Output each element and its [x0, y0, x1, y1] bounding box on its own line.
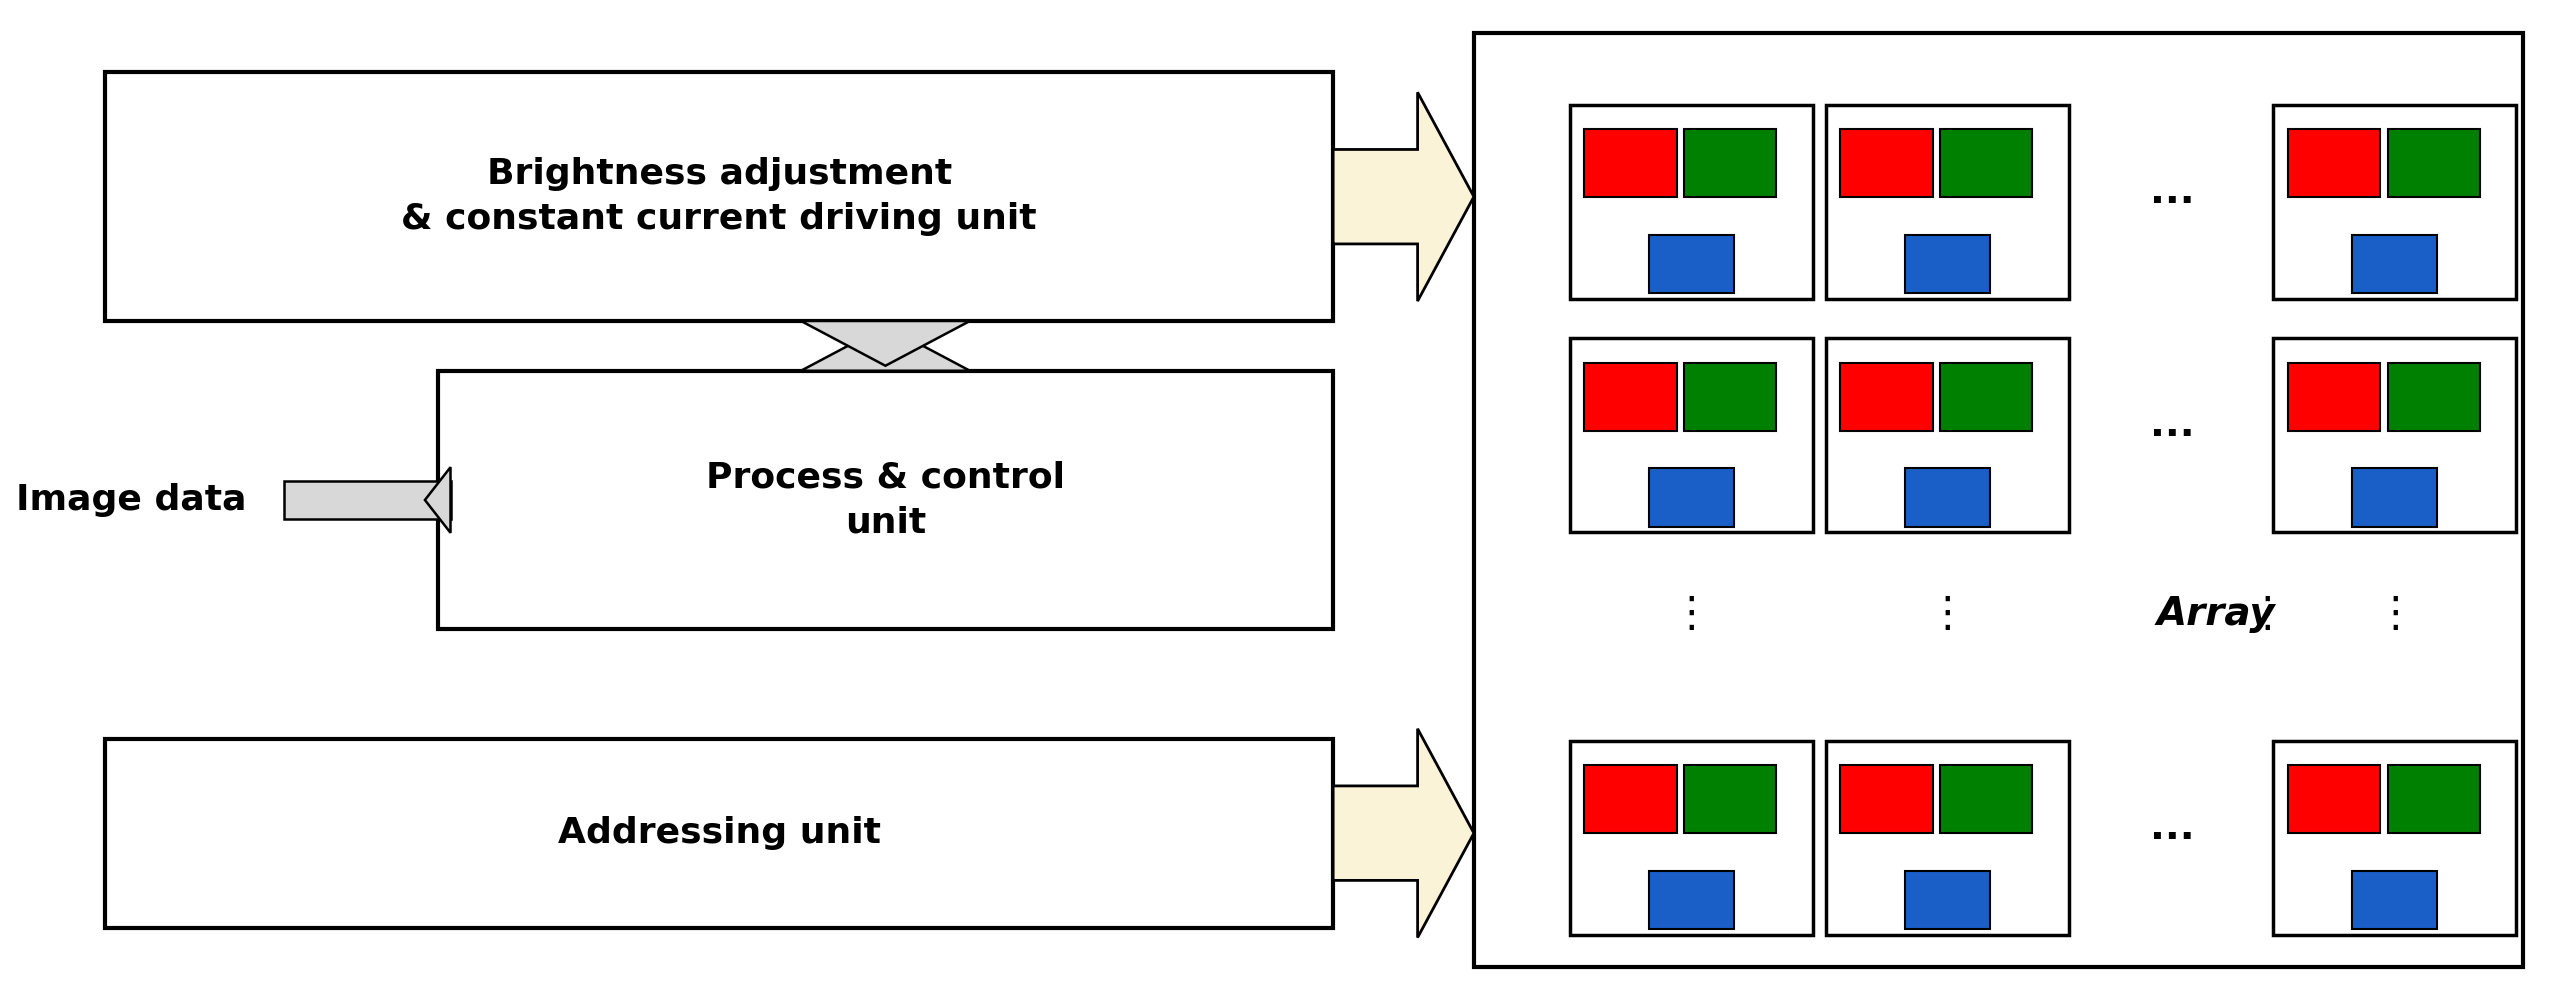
Text: Addressing unit: Addressing unit	[556, 816, 879, 850]
Text: ⋮: ⋮	[2374, 593, 2415, 635]
Bar	[1826, 338, 2069, 532]
Text: Array: Array	[2156, 595, 2274, 633]
Bar	[1569, 741, 1813, 935]
Bar	[1649, 468, 1733, 527]
Bar	[2287, 765, 2379, 833]
Bar	[2387, 129, 2479, 197]
Bar	[1569, 105, 1813, 299]
Text: ⋮: ⋮	[2246, 593, 2287, 635]
Bar	[2351, 235, 2438, 293]
Bar	[1569, 338, 1813, 532]
Text: ···: ···	[2151, 819, 2195, 857]
Bar	[856, 321, 913, 371]
Bar	[1826, 105, 2069, 299]
Text: ···: ···	[2151, 183, 2195, 221]
Text: Image data: Image data	[15, 483, 246, 517]
Bar	[1841, 765, 1933, 833]
Bar	[1941, 363, 2033, 431]
Bar	[2351, 871, 2438, 929]
Polygon shape	[426, 467, 451, 533]
Text: Process & control
unit: Process & control unit	[705, 461, 1064, 539]
Bar	[2274, 741, 2515, 935]
Text: ···: ···	[2151, 416, 2195, 454]
Bar	[2274, 338, 2515, 532]
Bar	[2287, 129, 2379, 197]
Polygon shape	[1418, 92, 1474, 301]
Bar	[2287, 363, 2379, 431]
Polygon shape	[800, 321, 969, 366]
Bar	[1333, 786, 1418, 880]
Bar	[1585, 129, 1677, 197]
Bar	[1905, 871, 1990, 929]
Bar	[1826, 741, 2069, 935]
Bar	[1905, 235, 1990, 293]
Bar	[1941, 129, 2033, 197]
Bar	[1585, 765, 1677, 833]
Polygon shape	[1418, 729, 1474, 938]
Bar	[1474, 33, 2523, 967]
Bar	[1841, 363, 1933, 431]
Bar	[1649, 235, 1733, 293]
Bar	[2351, 468, 2438, 527]
Bar	[105, 739, 1333, 928]
Polygon shape	[800, 326, 969, 371]
Bar	[105, 72, 1333, 321]
Bar	[1941, 765, 2033, 833]
Bar	[438, 371, 1333, 629]
Bar	[2387, 363, 2479, 431]
Bar	[1685, 363, 1777, 431]
Bar	[2274, 105, 2515, 299]
Bar	[1685, 129, 1777, 197]
Bar	[1841, 129, 1933, 197]
Text: ⋮: ⋮	[1926, 593, 1969, 635]
Text: ⋮: ⋮	[1672, 593, 1713, 635]
Bar	[1649, 871, 1733, 929]
Bar	[1685, 765, 1777, 833]
Bar	[1905, 468, 1990, 527]
Text: Brightness adjustment
& constant current driving unit: Brightness adjustment & constant current…	[403, 157, 1036, 236]
Bar	[2387, 765, 2479, 833]
Bar	[1333, 149, 1418, 244]
Bar	[285, 481, 451, 519]
Bar	[1585, 363, 1677, 431]
